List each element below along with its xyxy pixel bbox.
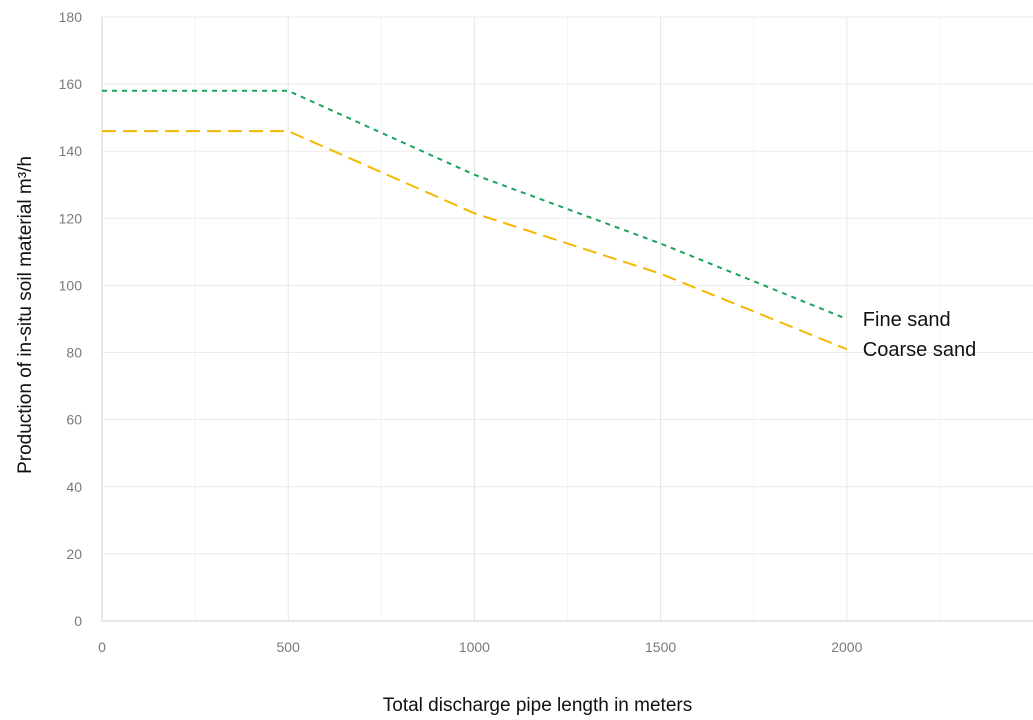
series-line-fine-sand xyxy=(102,89,848,320)
series-lines xyxy=(102,89,848,351)
y-tick-label: 40 xyxy=(66,479,82,495)
y-tick-label: 180 xyxy=(59,9,83,25)
x-tick-label: 1500 xyxy=(645,639,676,655)
x-axis-title: Total discharge pipe length in meters xyxy=(383,695,692,716)
grid xyxy=(102,16,1033,622)
series-line-coarse-sand xyxy=(102,130,848,351)
series-label-fine-sand: Fine sand xyxy=(863,309,951,331)
y-tick-label: 20 xyxy=(66,546,82,562)
x-tick-label: 1000 xyxy=(459,639,490,655)
y-tick-label: 80 xyxy=(66,345,82,361)
series-label-coarse-sand: Coarse sand xyxy=(863,339,976,361)
y-tick-label: 160 xyxy=(59,76,83,92)
y-axis-title: Production of in-situ soil material m³/h xyxy=(15,156,36,474)
x-tick-label: 0 xyxy=(98,639,106,655)
y-tick-label: 60 xyxy=(66,412,82,428)
y-tick-label: 0 xyxy=(74,613,82,629)
x-tick-label: 2000 xyxy=(831,639,862,655)
axes: 0 20 40 60 80 100 120 140 160 180 0 500 1000 1500 2000 xyxy=(59,9,1033,655)
y-tick-label: 140 xyxy=(59,143,83,159)
y-tick-label: 120 xyxy=(59,210,83,226)
y-tick-label: 100 xyxy=(59,277,83,293)
series-labels: Fine sand Coarse sand xyxy=(863,309,976,361)
x-tick-label: 500 xyxy=(277,639,301,655)
